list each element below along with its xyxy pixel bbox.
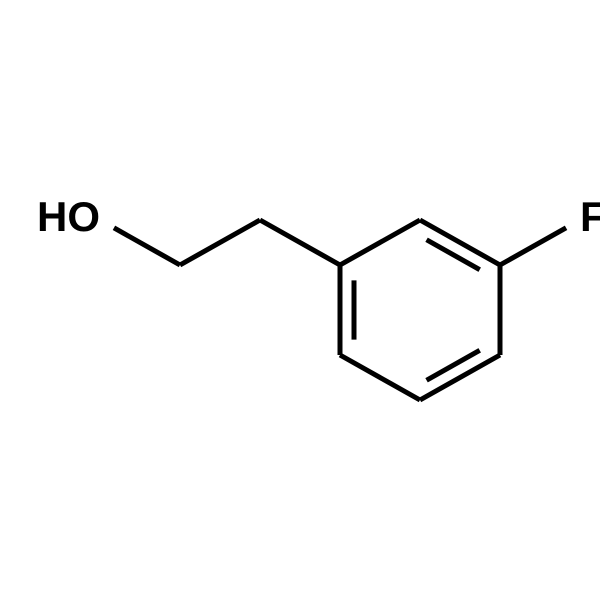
chemical-structure: HO F bbox=[0, 0, 600, 600]
bonds bbox=[114, 220, 566, 400]
hydroxyl-label: HO bbox=[37, 193, 100, 240]
fluorine-label: F bbox=[580, 193, 600, 240]
